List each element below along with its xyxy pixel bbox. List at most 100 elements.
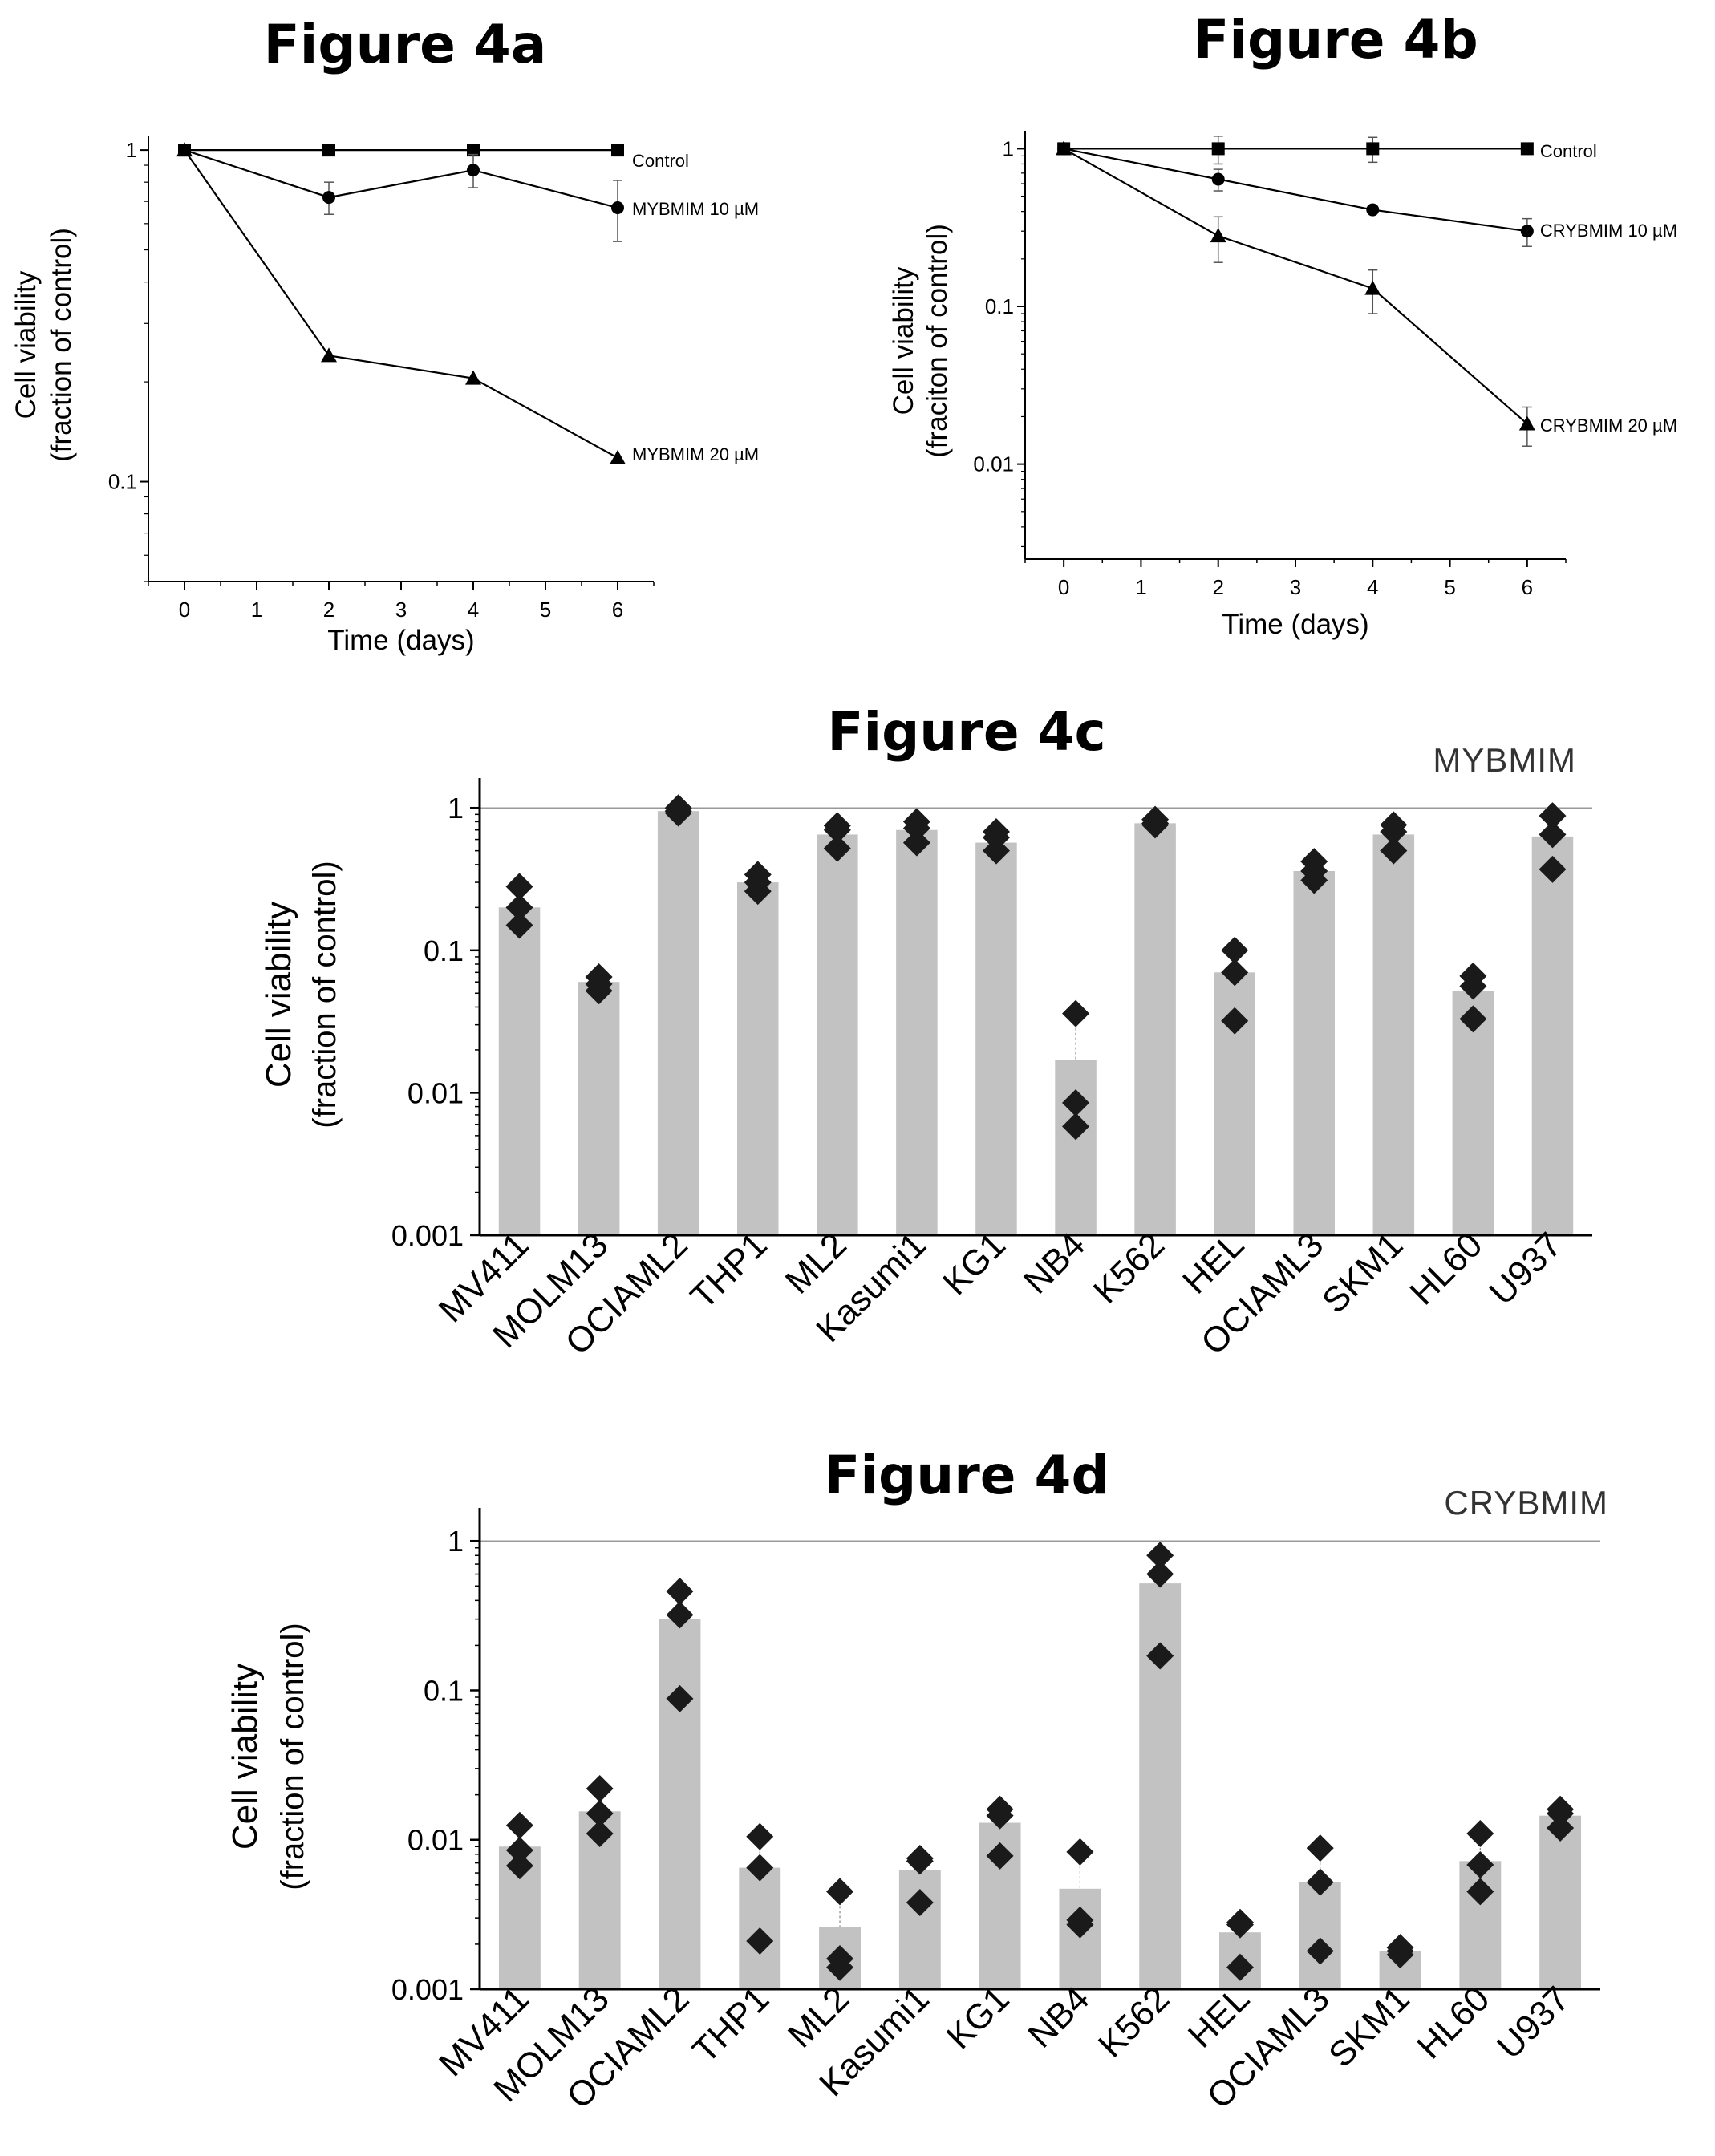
replicate-marker	[666, 1601, 694, 1629]
bar-group-hel: HEL	[1175, 936, 1255, 1302]
replicate-marker	[746, 1927, 774, 1955]
bar-ociaml2	[657, 811, 699, 1235]
data-point	[176, 142, 193, 157]
panel-title: Figure 4a	[264, 14, 547, 75]
replicate-marker	[1221, 936, 1249, 964]
bar-group-hl60: HL60	[1409, 1820, 1502, 2066]
category-label: NB4	[1016, 1225, 1093, 1301]
y-tick-label: 0.1	[108, 470, 137, 494]
series-mybmim-20-m: MYBMIM 20 µM	[176, 142, 759, 464]
replicate-marker	[1380, 837, 1408, 865]
panel-figure-4b: Figure 4b 0 1 2 3 4 5 6 1 0.1 0.01 Time (days) Cell …	[888, 9, 1677, 640]
replicate-marker	[505, 873, 533, 901]
replicate-marker	[1380, 817, 1408, 845]
replicate-marker	[666, 1684, 694, 1712]
replicate-marker	[1062, 999, 1090, 1027]
y-axis-label: Cell viability	[259, 902, 298, 1088]
y-tick-label: 0.01	[407, 1076, 464, 1109]
replicate-marker	[1221, 958, 1249, 987]
replicate-marker	[585, 977, 613, 1005]
replicate-marker	[1146, 1560, 1174, 1588]
data-point	[611, 144, 624, 157]
bar-ociaml3	[1293, 871, 1336, 1235]
replicate-marker	[1306, 1937, 1334, 1965]
bar-skm1	[1372, 834, 1415, 1235]
x-tick-label: 5	[1444, 575, 1455, 599]
bar-ml2	[817, 834, 858, 1235]
series-control: Control	[178, 144, 689, 171]
series-label: MYBMIM 10 µM	[632, 199, 759, 219]
y-tick-label: 0.001	[391, 1219, 464, 1252]
bar-kasumi1	[896, 829, 938, 1235]
y-axis-label: Cell viability	[225, 1664, 265, 1850]
data-point	[610, 449, 626, 464]
category-label: K562	[1091, 1979, 1177, 2065]
bar-molm13	[578, 982, 620, 1235]
drug-label: CRYBMIM	[1444, 1484, 1608, 1522]
replicate-marker	[1466, 1820, 1494, 1848]
bar-ociaml3	[1299, 1882, 1341, 1989]
data-point	[1211, 142, 1225, 156]
series-crybmim-10-m: CRYBMIM 10 µM	[1057, 142, 1677, 248]
replicate-marker	[1386, 1941, 1414, 1969]
x-tick-label: 4	[1367, 575, 1378, 599]
category-label: HL60	[1409, 1979, 1497, 2066]
category-label: THP1	[683, 1225, 775, 1316]
y-axis-label: (fraciton of control)	[922, 224, 953, 458]
data-point	[1366, 142, 1380, 156]
replicate-marker	[1539, 821, 1567, 849]
data-point	[1518, 415, 1535, 431]
data-point	[467, 144, 480, 157]
replicate-marker	[1547, 1799, 1575, 1827]
replicate-marker	[1146, 1542, 1174, 1570]
replicate-marker	[1466, 1878, 1494, 1906]
replicate-marker	[1300, 866, 1328, 894]
x-tick-label: 6	[612, 598, 623, 622]
category-label: U937	[1490, 1979, 1577, 2066]
y-axis-label: (fraction of control)	[307, 861, 343, 1128]
y-tick-label: 0.01	[973, 452, 1014, 476]
y-tick-label: 1	[1003, 136, 1014, 160]
bar-k562	[1134, 823, 1176, 1235]
panel-title: Figure 4b	[1193, 9, 1478, 71]
x-tick-label: 0	[179, 598, 190, 622]
drug-label: MYBMIM	[1433, 741, 1576, 779]
data-point	[321, 347, 337, 363]
series-label: Control	[1540, 141, 1597, 161]
replicate-marker	[1226, 1911, 1254, 1939]
series-control: Control	[1057, 136, 1597, 165]
panel-title: Figure 4c	[827, 701, 1105, 763]
replicate-marker	[906, 1847, 934, 1875]
y-tick-label: 0.001	[391, 1973, 464, 2006]
replicate-marker	[505, 1836, 533, 1864]
bar-mv411	[498, 907, 541, 1235]
bar-kasumi1	[898, 1870, 941, 1989]
replicate-marker	[1539, 802, 1567, 830]
bar-group-nb4: NB4	[1016, 999, 1097, 1302]
replicate-marker	[823, 834, 851, 862]
replicate-marker	[1226, 1953, 1254, 1981]
replicate-marker	[982, 837, 1010, 865]
x-tick-label: 3	[1290, 575, 1301, 599]
bar-kg1	[975, 842, 1017, 1235]
series-line	[184, 149, 618, 459]
x-tick-label: 0	[1058, 575, 1069, 599]
replicate-marker	[1221, 1007, 1249, 1035]
replicate-marker	[664, 799, 692, 827]
bar-group-k562: K562	[1091, 1542, 1182, 2065]
bar-group-hl60: HL60	[1402, 962, 1494, 1312]
replicate-marker	[1547, 1814, 1575, 1842]
category-label: THP1	[685, 1979, 776, 2070]
replicate-marker	[586, 1820, 614, 1848]
x-tick-label: 2	[1212, 575, 1223, 599]
replicate-marker	[826, 1953, 854, 1981]
category-label: SKM1	[1315, 1225, 1410, 1320]
y-tick-label: 0.1	[424, 934, 464, 967]
replicate-marker	[746, 1822, 774, 1850]
data-point	[1520, 225, 1534, 238]
x-axis-label: Time (days)	[327, 625, 474, 656]
series-line	[1063, 148, 1528, 425]
y-tick-label: 1	[448, 1525, 464, 1558]
